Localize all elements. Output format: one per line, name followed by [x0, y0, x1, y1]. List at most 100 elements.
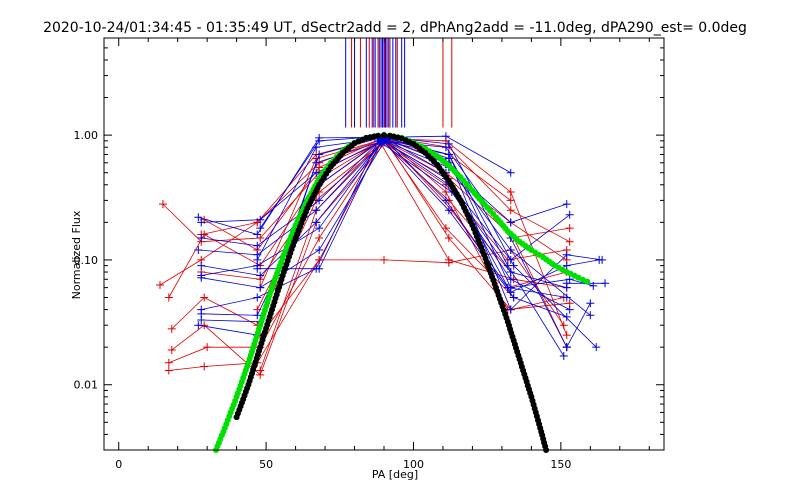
series-1-cross-13-0 — [256, 224, 265, 233]
series-0-cross-1-7 — [565, 224, 574, 233]
series-0-cross-13-4 — [506, 188, 515, 197]
y-tick-label-1: 0.10 — [74, 254, 99, 267]
series-1-cross-0-0 — [194, 213, 203, 222]
series-1-cross-4-1 — [256, 271, 265, 280]
series-1-cross-9-6 — [586, 311, 595, 320]
series-0-cross-7-5 — [506, 206, 515, 215]
series-0-cross-0-0 — [158, 200, 167, 209]
series-3-dot-12-0 — [375, 132, 382, 139]
series-1-cross-6-0 — [197, 273, 206, 282]
series-0-cross-10-0 — [256, 366, 265, 375]
series-1-cross-10-5 — [509, 261, 518, 270]
series-1-cross-2-0 — [197, 233, 206, 242]
series-0-cross-13-5 — [562, 331, 571, 340]
series-1-cross-3-0 — [194, 246, 203, 255]
series-1-cross-13-1 — [315, 136, 324, 145]
series-1-cross-15-0 — [562, 343, 571, 352]
axes-layer: 0 50 100 150 0.01 0.10 1.00 — [74, 37, 665, 471]
series-0-cross-6-1 — [200, 362, 209, 371]
series-1-cross-13-5 — [562, 250, 571, 259]
series-1-cross-14-0 — [562, 279, 571, 288]
series-1-line-12 — [256, 137, 600, 293]
series-0-cross-5-3 — [315, 233, 324, 242]
series-1-cross-7-1 — [253, 293, 262, 302]
series-1-cross-15-1 — [586, 299, 595, 308]
series-0-cross-6-0 — [164, 366, 173, 375]
series-1-line-2 — [201, 139, 570, 261]
series-1-cross-1-0 — [197, 218, 206, 227]
series-1-cross-1-1 — [256, 215, 265, 224]
series-0-cross-1-0 — [156, 280, 164, 289]
series-1-cross-9-5 — [506, 246, 515, 255]
series-1-cross-13-4 — [506, 305, 515, 314]
series-0-cross-11-3 — [444, 258, 453, 267]
series-1-cross-6-1 — [256, 283, 265, 292]
chart-title: 2020-10-24/01:34:45 - 01:35:49 UT, dSect… — [43, 20, 747, 36]
series-1-cross-4-6 — [562, 293, 571, 302]
series-1-cross-11-1 — [315, 264, 324, 273]
series-1-cross-12-5 — [562, 261, 571, 270]
series-1-cross-4-4 — [441, 196, 450, 205]
series-1-cross-12-4 — [506, 288, 515, 297]
series-1-cross-10-4 — [444, 139, 453, 148]
series-1-cross-14-1 — [601, 279, 610, 288]
series-0-cross-5-0 — [164, 358, 173, 367]
series-1-cross-5-2 — [315, 224, 324, 233]
series-1-line-5 — [201, 142, 570, 310]
series-0-cross-3-0 — [167, 324, 176, 333]
series-1-cross-2-1 — [253, 241, 262, 250]
series-1-cross-1-2 — [312, 168, 321, 177]
series-2-dot-32-1 — [579, 276, 586, 283]
series-1-cross-5-5 — [506, 275, 515, 284]
series-2-dot-end — [584, 278, 591, 285]
series-1-cross-8-1 — [253, 311, 262, 320]
series-3-dot-13-0 — [381, 132, 387, 139]
series-1-line-6 — [201, 141, 567, 318]
x-tick-label-2: 100 — [403, 458, 424, 471]
series-1-line-7 — [201, 140, 568, 348]
series-0-cross-0-6 — [506, 196, 515, 205]
x-tick-label-3: 150 — [550, 458, 571, 471]
y-axis-label: Normalized Flux — [70, 210, 83, 299]
series-1-cross-1-5 — [506, 218, 515, 227]
series-0-cross-3-1 — [200, 293, 209, 302]
y-tick-label-2: 1.00 — [74, 129, 99, 142]
series-1-cross-13-6 — [598, 255, 607, 264]
data-layer — [156, 38, 610, 453]
series-1-cross-6-5 — [509, 293, 518, 302]
series-1-line-4 — [201, 138, 567, 298]
series-0-cross-7-6 — [565, 237, 574, 246]
series-0-line-10 — [259, 137, 570, 371]
x-tick-label-0: 0 — [115, 458, 122, 471]
series-0-line-7 — [201, 136, 570, 243]
series-1-cross-0-4 — [441, 132, 450, 141]
series-1-cross-1-6 — [562, 200, 571, 209]
series-0-cross-5-5 — [441, 224, 450, 233]
series-1-cross-11-0 — [253, 264, 262, 273]
series-1-line-15 — [566, 303, 591, 348]
x-axis-label: PA [deg] — [372, 468, 418, 481]
series-1-cross-2-6 — [565, 210, 574, 219]
series-0-cross-6-5 — [444, 233, 453, 242]
series-1-cross-8-6 — [559, 351, 568, 360]
series-0-cross-11-2 — [380, 255, 388, 264]
series-1-cross-6-2 — [315, 246, 324, 255]
series-1-cross-4-2 — [312, 218, 321, 227]
series-0-cross-5-1 — [203, 343, 212, 352]
series-1-cross-6-4 — [444, 206, 453, 215]
series-1-cross-3-5 — [506, 268, 515, 277]
series-1-cross-10-2 — [315, 150, 324, 159]
series-1-cross-4-0 — [197, 261, 206, 270]
series-1-cross-3-2 — [312, 206, 321, 215]
series-1-cross-5-6 — [565, 305, 574, 314]
series-1-cross-6-6 — [562, 312, 571, 321]
series-0-cross-4-0 — [167, 345, 176, 354]
series-1-cross-13-3 — [444, 154, 453, 163]
series-0-line-3 — [171, 142, 512, 330]
series-1-cross-10-0 — [194, 321, 203, 330]
series-1-cross-0-5 — [506, 168, 515, 177]
series-1-cross-10-6 — [592, 343, 601, 352]
x-tick-label-1: 50 — [259, 458, 273, 471]
series-1-cross-0-1 — [253, 230, 262, 239]
